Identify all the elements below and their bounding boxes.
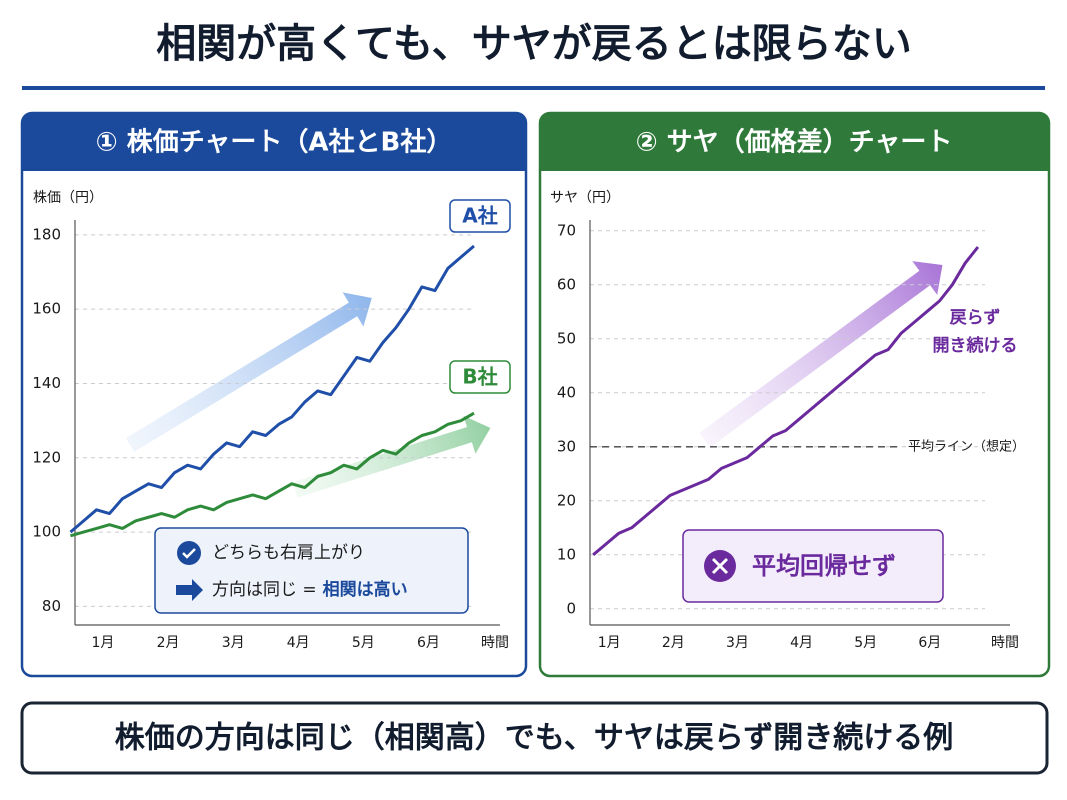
panel-title: ① 株価チャート（A社とB社） [96, 128, 453, 158]
y-tick-label: 80 [42, 597, 61, 615]
trend-arrow [125, 292, 372, 452]
series-line [69, 244, 475, 534]
series-line [592, 246, 980, 556]
annotation: 戻らず [949, 308, 1001, 328]
x-tick-label: 3月 [222, 635, 245, 651]
annotation: 開き続ける [933, 335, 1018, 356]
y-axis-label: サヤ（円） [550, 190, 620, 206]
x-axis-label: 時間 [991, 635, 1019, 651]
x-tick-label: 4月 [287, 635, 310, 651]
arrow-icon [176, 579, 203, 601]
x-tick-label: 6月 [417, 635, 440, 651]
legend-box [449, 360, 511, 394]
series-line [70, 411, 475, 538]
x-tick-label: 5月 [352, 635, 375, 651]
legend-label: B社 [462, 365, 497, 389]
footer-text: 株価の方向は同じ（相関高）でも、サヤは戻らず開き続ける例 [115, 721, 954, 756]
check-icon [182, 548, 196, 559]
y-tick-label: 0 [566, 599, 576, 617]
callout [682, 529, 944, 603]
legend-label: A社 [462, 204, 497, 228]
check-icon [177, 541, 201, 565]
panel-header [22, 150, 526, 171]
x-axis-label: 時間 [481, 635, 509, 651]
y-tick-label: 100 [32, 523, 61, 541]
y-tick-label: 10 [557, 545, 576, 563]
panel-title: ② サヤ（価格差）チャート [636, 127, 953, 158]
y-tick-label: 40 [557, 383, 576, 401]
callout-text: どちらも右肩上がり [212, 543, 365, 563]
trend-arrow [292, 415, 491, 498]
x-tick-label: 2月 [662, 635, 685, 651]
y-tick-label: 60 [557, 275, 576, 293]
y-tick-label: 160 [32, 300, 61, 318]
callout-emphasis: 相関は高い [323, 579, 408, 600]
y-tick-label: 180 [32, 225, 61, 243]
y-tick-label: 20 [557, 491, 576, 509]
x-tick-label: 1月 [92, 635, 115, 651]
x-tick-label: 6月 [918, 635, 941, 651]
y-tick-label: 50 [557, 329, 576, 347]
page-title: 相関が高くても、サヤが戻るとは限らない [156, 21, 912, 67]
y-axis-label: 株価（円） [33, 190, 103, 206]
x-tick-label: 5月 [854, 635, 877, 651]
callout [154, 527, 469, 614]
trend-arrow [699, 261, 943, 448]
y-tick-label: 140 [32, 374, 61, 392]
y-tick-label: 120 [32, 448, 61, 466]
cross-icon [711, 557, 729, 575]
callout-text: 方向は同じ = [212, 580, 317, 600]
plots: 80 100 120 140 160 180 1月 2月 3月 4月 5月 6月 時間 A社 B社 0 10 20… [32, 199, 1025, 651]
y-tick-label: 70 [557, 221, 576, 239]
x-tick-label: 4月 [790, 635, 813, 651]
x-tick-label: 3月 [726, 635, 749, 651]
x-tick-label: 1月 [598, 635, 621, 651]
y-tick-label: 30 [557, 437, 576, 455]
callout-text: 平均回帰せず [752, 552, 896, 580]
panel-header [540, 150, 1049, 171]
reference-label: 平均ライン（想定） [908, 438, 1025, 454]
callout-text: 方向は同じ = 相関は高い [212, 579, 408, 600]
legend-box [449, 199, 511, 233]
footer-box [20, 701, 1049, 775]
x-tick-label: 2月 [157, 635, 180, 651]
